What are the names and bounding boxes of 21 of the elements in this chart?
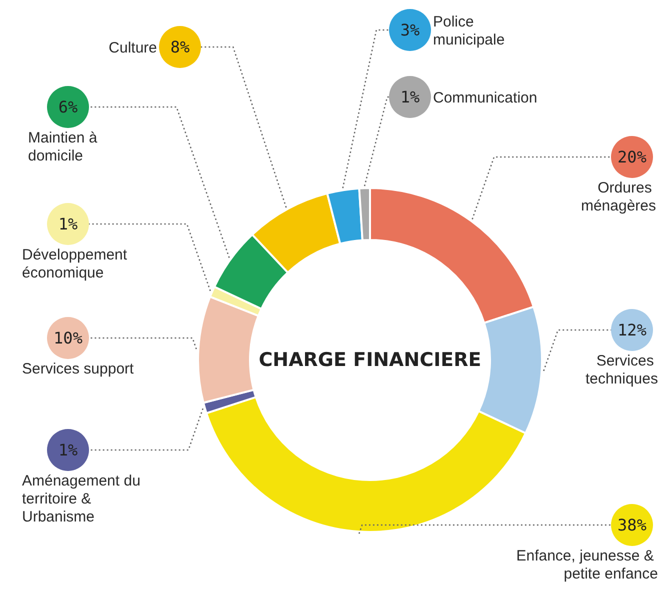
data-label: 6% <box>58 98 78 116</box>
slice-label: Police municipale <box>433 14 505 48</box>
data-label: 20% <box>618 148 647 166</box>
slice-label: Services techniques <box>585 352 658 388</box>
data-label: 3% <box>400 20 420 40</box>
slice-label: Culture <box>108 40 157 56</box>
slice-label: Enfance, jeunesse & petite enfance <box>516 548 658 582</box>
slice-label: Aménagement du territoire & Urbanisme <box>22 472 145 526</box>
data-label: 1% <box>58 214 78 234</box>
data-label: 12% <box>618 320 647 340</box>
text: CHARGE FINANCIERE <box>258 349 482 371</box>
slice-label: Services support <box>22 360 135 378</box>
slice-label: Maintien à domicile <box>28 130 102 164</box>
data-label: 10% <box>54 328 83 348</box>
data-label: 8% <box>170 38 190 56</box>
data-label: 38% <box>618 516 647 534</box>
data-label: 1% <box>400 88 420 106</box>
slice-label: Développement économique <box>22 246 132 282</box>
slice-label: Ordures ménagères <box>580 180 656 214</box>
data-label: 1% <box>58 440 78 460</box>
slice-label: Communication <box>433 90 538 106</box>
